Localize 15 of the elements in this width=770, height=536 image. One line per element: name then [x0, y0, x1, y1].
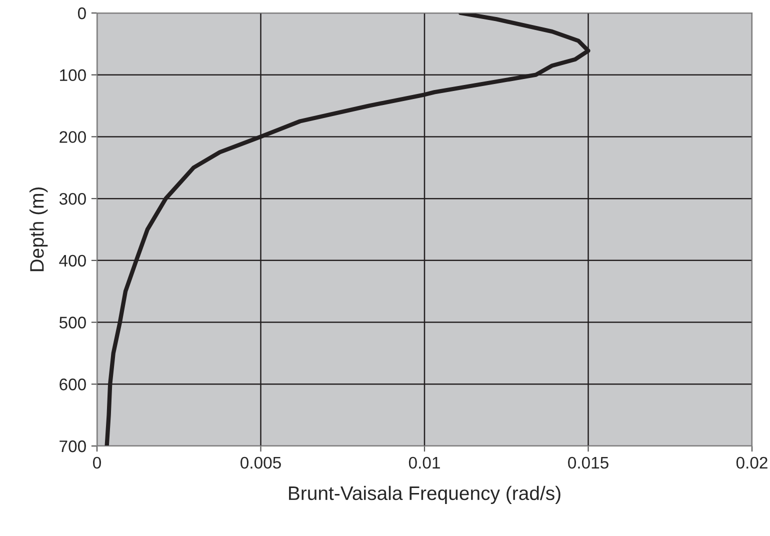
- y-axis-title: Depth (m): [30, 187, 48, 272]
- y-tick-label: 200: [60, 131, 86, 143]
- y-tick-label: 0: [78, 7, 86, 20]
- y-tick-label: 400: [59, 254, 86, 267]
- x-tick-label: 0: [93, 456, 101, 469]
- y-tick-label: 100: [60, 69, 86, 82]
- y-tick-label: 500: [59, 316, 86, 328]
- x-tick-label: 0.02: [736, 456, 768, 469]
- x-tick-label: 0.01: [408, 456, 440, 469]
- x-tick-label: 0.015: [568, 456, 608, 469]
- x-tick-label: 0.005: [240, 456, 281, 469]
- y-tick-label: 700: [60, 440, 86, 452]
- y-tick-label: 600: [60, 378, 86, 390]
- y-tick-label: 300: [59, 192, 86, 205]
- x-axis-title: Brunt-Vaisala Frequency (rad/s): [289, 486, 560, 504]
